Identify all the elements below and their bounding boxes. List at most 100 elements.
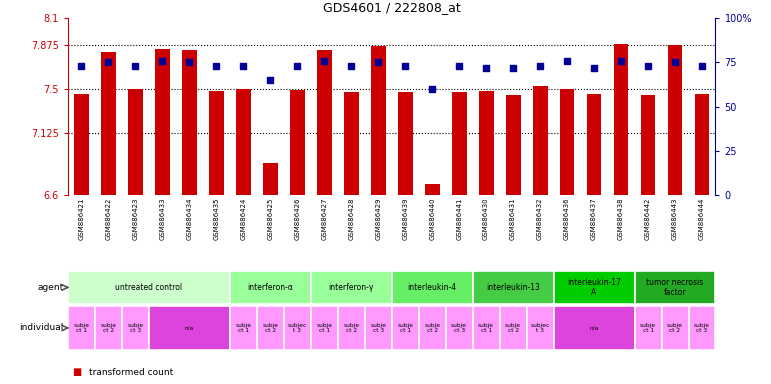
Bar (398, 93, 412, 195)
Text: untreated control: untreated control (115, 283, 183, 292)
Text: GSM886423: GSM886423 (133, 197, 138, 240)
Bar (635, 271, 715, 304)
Text: GSM886431: GSM886431 (510, 197, 516, 240)
Bar (95, 306, 122, 350)
Bar (392, 306, 419, 350)
Bar (101, 52, 116, 195)
Bar (527, 306, 554, 350)
Bar (614, 44, 628, 195)
Point (399, 63, 412, 69)
Text: GSM886434: GSM886434 (187, 197, 192, 240)
Bar (257, 306, 284, 350)
Text: subjec
t 3: subjec t 3 (530, 323, 550, 333)
Bar (641, 95, 655, 195)
Bar (263, 163, 278, 195)
Bar (473, 271, 554, 304)
Point (264, 77, 276, 83)
Bar (533, 86, 547, 195)
Bar (695, 94, 709, 195)
Text: subje
ct 3: subje ct 3 (694, 323, 710, 333)
Point (696, 63, 709, 69)
Bar (311, 271, 392, 304)
Bar (668, 45, 682, 195)
Text: subje
ct 2: subje ct 2 (343, 323, 359, 333)
Text: interleukin-13: interleukin-13 (487, 283, 540, 292)
Text: tumor necrosis
factor: tumor necrosis factor (646, 278, 704, 297)
Bar (365, 306, 392, 350)
Bar (452, 93, 466, 195)
Bar (419, 306, 446, 350)
Bar (446, 306, 473, 350)
Text: subje
ct 2: subje ct 2 (667, 323, 683, 333)
Point (76, 63, 87, 69)
Point (641, 63, 654, 69)
Point (507, 65, 520, 71)
Point (345, 63, 358, 69)
Text: GSM886425: GSM886425 (268, 197, 273, 240)
Bar (689, 306, 715, 350)
Text: GSM886427: GSM886427 (322, 197, 327, 240)
Point (453, 63, 466, 69)
Point (480, 65, 493, 71)
Text: GSM886433: GSM886433 (160, 197, 165, 240)
Point (615, 58, 628, 64)
Text: GSM886426: GSM886426 (295, 197, 300, 240)
Text: subje
ct 2: subje ct 2 (505, 323, 521, 333)
Text: subje
ct 1: subje ct 1 (640, 323, 656, 333)
Bar (290, 90, 305, 195)
Text: GSM886440: GSM886440 (429, 197, 435, 240)
Point (426, 86, 439, 92)
Text: interferon-γ: interferon-γ (328, 283, 374, 292)
Point (534, 63, 546, 69)
Text: subje
ct 2: subje ct 2 (262, 323, 278, 333)
Text: subje
ct 2: subje ct 2 (100, 323, 116, 333)
Bar (128, 89, 143, 195)
Point (102, 59, 115, 65)
Text: GSM886436: GSM886436 (564, 197, 570, 240)
Text: GSM886437: GSM886437 (591, 197, 597, 240)
Bar (317, 50, 332, 195)
Text: GSM886421: GSM886421 (79, 197, 84, 240)
Text: n/a: n/a (590, 325, 598, 331)
Bar (209, 91, 224, 195)
Bar (344, 93, 359, 195)
Text: GSM886435: GSM886435 (214, 197, 219, 240)
Bar (587, 94, 601, 195)
Bar (635, 306, 662, 350)
Bar (479, 91, 493, 195)
Point (156, 58, 168, 64)
Text: ■: ■ (72, 367, 81, 377)
Text: GSM886429: GSM886429 (375, 197, 381, 240)
Text: subje
ct 1: subje ct 1 (235, 323, 251, 333)
Bar (392, 271, 473, 304)
Point (210, 63, 223, 69)
Point (318, 58, 331, 64)
Point (183, 59, 196, 65)
Bar (338, 306, 365, 350)
Bar (284, 306, 311, 350)
Point (130, 63, 142, 69)
Bar (506, 95, 520, 195)
Bar (230, 306, 257, 350)
Bar (473, 306, 500, 350)
Point (561, 58, 574, 64)
Bar (122, 306, 149, 350)
Text: GSM886430: GSM886430 (483, 197, 489, 240)
Text: subje
ct 1: subje ct 1 (316, 323, 332, 333)
Text: GSM886432: GSM886432 (537, 197, 543, 240)
Point (669, 59, 682, 65)
Text: GSM886442: GSM886442 (645, 197, 651, 240)
Text: GSM886443: GSM886443 (672, 197, 678, 240)
Text: GSM886422: GSM886422 (106, 197, 111, 240)
Text: subje
ct 1: subje ct 1 (73, 323, 89, 333)
Text: agent: agent (38, 283, 64, 292)
Bar (155, 49, 170, 195)
Text: GSM886439: GSM886439 (402, 197, 408, 240)
Bar (560, 89, 574, 195)
Bar (68, 271, 230, 304)
Text: subje
ct 1: subje ct 1 (397, 323, 413, 333)
Bar (662, 306, 689, 350)
Text: n/a: n/a (185, 325, 194, 331)
Bar (68, 306, 95, 350)
Bar (74, 94, 89, 195)
